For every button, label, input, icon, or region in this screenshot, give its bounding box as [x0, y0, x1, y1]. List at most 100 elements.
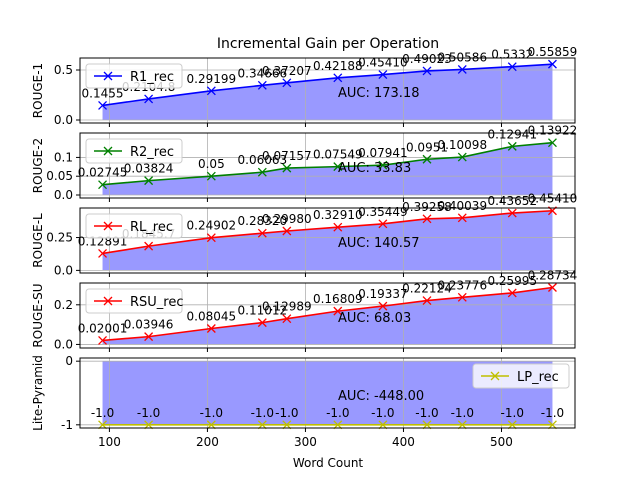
- data-point-marker: [422, 420, 432, 430]
- data-point-marker: [547, 283, 557, 292]
- y-axis-label: ROUGE-SU: [31, 283, 45, 347]
- x-tick-label: 500: [490, 435, 513, 449]
- data-label: 0.07941: [358, 146, 408, 160]
- data-label: 0.05: [198, 157, 225, 171]
- data-point-marker: [457, 152, 467, 162]
- data-point-marker: [333, 222, 343, 232]
- data-point-marker: [282, 163, 292, 173]
- x-axis-label: Word Count: [293, 456, 364, 470]
- data-label: 0.29199: [187, 72, 237, 86]
- data-label: 0.43652: [487, 194, 537, 208]
- auc-label: AUC: 140.57: [338, 236, 420, 251]
- data-point-marker: [378, 420, 388, 430]
- legend: R2_rec: [85, 138, 183, 164]
- data-point-marker: [457, 213, 467, 223]
- legend: RSU_rec: [85, 288, 184, 314]
- panel-frame: [79, 282, 576, 349]
- auc-label: AUC: 173.18: [338, 86, 420, 101]
- legend-label: R1_rec: [130, 70, 174, 85]
- y-tick-label: 0: [65, 354, 73, 368]
- auc-label: AUC: 33.83: [338, 161, 411, 176]
- x-tick-label: 300: [294, 435, 317, 449]
- data-point-marker: [333, 420, 343, 430]
- data-point-marker: [378, 219, 388, 229]
- data-point-marker: [282, 314, 292, 324]
- y-tick-label: -1: [61, 418, 73, 432]
- data-label: 0.10098: [437, 138, 487, 152]
- data-point-marker: [333, 162, 343, 172]
- y-tick-label: 0.0: [54, 337, 73, 351]
- y-tick-label: 0.5: [54, 63, 73, 77]
- panel-frame: [79, 132, 576, 199]
- data-label: 0.11012: [238, 304, 288, 318]
- data-label: 0.23776: [437, 278, 487, 292]
- data-label: -1.0: [501, 406, 524, 420]
- data-label: -1.0: [451, 406, 474, 420]
- data-point-marker: [257, 318, 267, 328]
- data-label: 0.06063: [238, 153, 288, 167]
- data-label: 0.49023: [402, 52, 452, 66]
- data-point-marker: [98, 248, 108, 258]
- legend-label: RSU_rec: [130, 295, 184, 310]
- data-point-marker: [547, 138, 557, 148]
- legend-box: [85, 63, 183, 89]
- auc-fill-area: [102, 64, 553, 120]
- data-label: 0.50586: [437, 50, 487, 64]
- data-label: -1.0: [251, 406, 274, 420]
- data-point-marker: [98, 100, 108, 110]
- y-tick-label: 0.0: [54, 188, 73, 202]
- data-point-marker: [257, 80, 267, 90]
- data-label: -1.0: [371, 406, 394, 420]
- data-label: -1.0: [91, 406, 114, 420]
- data-point-marker: [547, 420, 557, 430]
- data-point-marker: [507, 288, 517, 298]
- legend-label: RL_rec: [130, 220, 173, 235]
- data-label: -1.0: [200, 406, 223, 420]
- data-point-marker: [98, 336, 108, 345]
- data-label: 0.03824: [124, 162, 174, 176]
- data-point-marker: [507, 208, 517, 218]
- data-point-marker: [422, 214, 432, 224]
- data-label: 0.07157: [262, 149, 312, 163]
- auc-fill-area: [102, 287, 553, 345]
- y-tick-label: 0.2: [54, 298, 73, 312]
- x-tick-label: 100: [98, 435, 121, 449]
- data-label: 0.12941: [487, 127, 537, 141]
- data-label: 0.02745: [78, 166, 128, 180]
- data-point-marker: [282, 78, 292, 88]
- data-point-marker: [507, 141, 517, 151]
- data-label: 0.34666: [238, 66, 288, 80]
- data-label: -1.0: [137, 406, 160, 420]
- panel-frame: [79, 357, 576, 429]
- data-point-marker: [144, 176, 154, 186]
- data-point-marker: [547, 59, 557, 69]
- data-label: 0.1455: [82, 86, 124, 100]
- legend: RL_rec: [85, 213, 183, 239]
- panel-rouge-1: 0.14550.2104.80.291990.346660.372070.421…: [31, 45, 577, 127]
- data-label: 0.24902: [187, 219, 237, 233]
- data-label: 0.32910: [313, 208, 363, 222]
- data-point-marker: [457, 420, 467, 430]
- data-label: 0.28734: [528, 268, 578, 282]
- data-label: 0.39258: [402, 200, 452, 214]
- data-point-marker: [378, 70, 388, 80]
- data-label: 0.19337: [358, 287, 408, 301]
- data-point-marker: [144, 420, 154, 430]
- legend-marker: [103, 221, 113, 231]
- x-tick-label: 400: [392, 435, 415, 449]
- data-point-marker: [144, 241, 154, 251]
- legend-box: [85, 213, 183, 239]
- data-label: -1.0: [275, 406, 298, 420]
- data-label: 0.16809: [313, 292, 363, 306]
- panel-rouge-l: 0.128910.1845.70.249020.283200.299800.32…: [31, 192, 577, 278]
- y-tick-label: 0.1: [54, 150, 73, 164]
- data-label: 0.13922: [528, 124, 578, 138]
- data-label: 0.08045: [187, 309, 237, 323]
- y-axis-label: ROUGE-1: [31, 63, 45, 118]
- chart-panels: 0.14550.2104.80.291990.346660.372070.421…: [31, 45, 577, 449]
- data-label: 0.45410: [358, 56, 408, 70]
- data-point-marker: [206, 420, 216, 430]
- data-point-marker: [98, 420, 108, 430]
- y-tick-label: 0.0: [54, 113, 73, 127]
